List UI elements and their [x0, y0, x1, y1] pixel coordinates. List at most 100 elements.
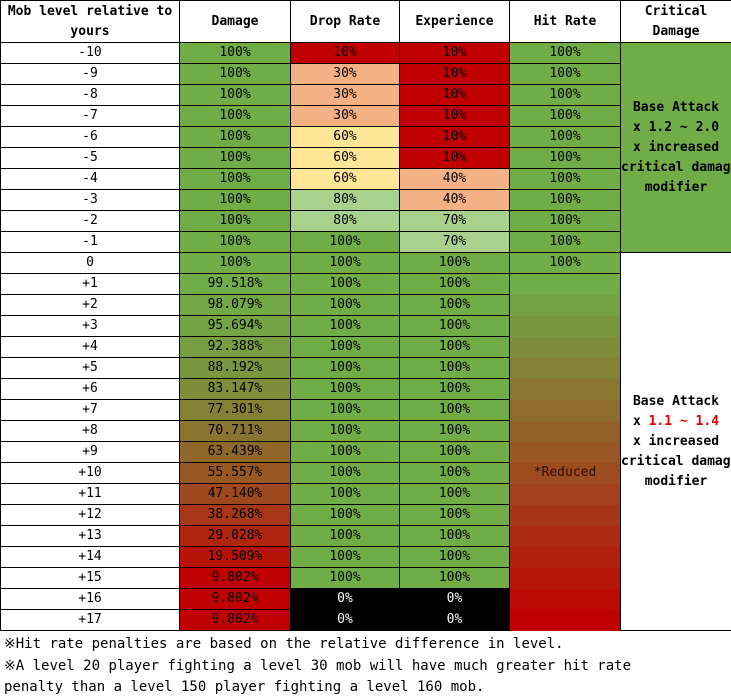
table-row: -5 100% 60% 10% 100% — [0, 147, 731, 169]
level-cell: +13 — [0, 525, 180, 547]
table-row: -10 100% 10% 10% 100% Base Attack x 1.2 ~ 2.0 x… — [0, 42, 731, 253]
hit-rate-cell: 100% — [509, 189, 621, 211]
level-cell: +3 — [0, 315, 180, 337]
hit-rate-cell — [509, 609, 621, 631]
damage-cell: 100% — [179, 252, 291, 274]
hit-rate-cell: 100% — [509, 84, 621, 106]
level-cell: +2 — [0, 294, 180, 316]
drop-rate-cell: 100% — [290, 483, 400, 505]
damage-cell: 47.140% — [179, 483, 291, 505]
drop-rate-cell: 100% — [290, 231, 400, 253]
level-cell: -2 — [0, 210, 180, 232]
table-row: +8 70.711% 100% 100% — [0, 420, 731, 442]
experience-cell: 0% — [399, 609, 510, 631]
level-cell: -3 — [0, 189, 180, 211]
hit-rate-cell: 100% — [509, 126, 621, 148]
table-row: +14 19.509% 100% 100% — [0, 546, 731, 568]
drop-rate-cell: 100% — [290, 462, 400, 484]
experience-cell: 100% — [399, 420, 510, 442]
damage-cell: 63.439% — [179, 441, 291, 463]
damage-cell: 9.802% — [179, 588, 291, 610]
damage-cell: 55.557% — [179, 462, 291, 484]
level-cell: -7 — [0, 105, 180, 127]
damage-cell: 100% — [179, 231, 291, 253]
experience-cell: 100% — [399, 483, 510, 505]
damage-cell: 100% — [179, 105, 291, 127]
table-row: 0 100% 100% 100% 100% Base Attack x 1.1 ~ 1.4 x… — [0, 252, 731, 631]
drop-rate-cell: 100% — [290, 252, 400, 274]
header-damage: Damage — [179, 0, 291, 43]
level-cell: +15 — [0, 567, 180, 589]
experience-cell: 100% — [399, 315, 510, 337]
header-level: Mob level relative to yours — [0, 0, 180, 43]
level-cell: +10 — [0, 462, 180, 484]
experience-cell: 10% — [399, 147, 510, 169]
drop-rate-cell: 100% — [290, 378, 400, 400]
damage-cell: 9.802% — [179, 567, 291, 589]
footnote-line: ※Hit rate penalties are based on the rel… — [4, 636, 564, 652]
hit-rate-cell — [509, 420, 621, 442]
table-row: +10 55.557% 100% 100% *Reduced — [0, 462, 731, 484]
experience-cell: 100% — [399, 378, 510, 400]
critical-damage-text: critical damage — [621, 159, 731, 175]
table-row: +17 9.802% 0% 0% — [0, 609, 731, 631]
experience-cell: 40% — [399, 168, 510, 190]
table-row: +13 29.028% 100% 100% — [0, 525, 731, 547]
experience-cell: 100% — [399, 441, 510, 463]
header-critical-damage: Critical Damage — [620, 0, 731, 43]
experience-cell: 10% — [399, 84, 510, 106]
experience-cell: 100% — [399, 546, 510, 568]
level-cell: +12 — [0, 504, 180, 526]
footnote-line: penalty than a level 150 player fighting… — [4, 679, 485, 695]
damage-cell: 95.694% — [179, 315, 291, 337]
drop-rate-cell: 30% — [290, 63, 400, 85]
drop-rate-cell: 100% — [290, 357, 400, 379]
drop-rate-cell: 100% — [290, 441, 400, 463]
drop-rate-cell: 30% — [290, 105, 400, 127]
level-cell: +6 — [0, 378, 180, 400]
hit-rate-cell — [509, 399, 621, 421]
hit-rate-cell — [509, 315, 621, 337]
drop-rate-cell: 60% — [290, 126, 400, 148]
hit-rate-cell — [509, 525, 621, 547]
experience-cell: 10% — [399, 105, 510, 127]
damage-cell: 100% — [179, 63, 291, 85]
experience-cell: 100% — [399, 294, 510, 316]
experience-cell: 100% — [399, 336, 510, 358]
hit-rate-cell: 100% — [509, 42, 621, 64]
critical-damage-text: x 1.1 ~ 1.4 — [621, 412, 731, 432]
damage-cell: 83.147% — [179, 378, 291, 400]
hit-rate-cell — [509, 336, 621, 358]
header-drop-rate: Drop Rate — [290, 0, 400, 43]
level-cell: +4 — [0, 336, 180, 358]
header-row: Mob level relative to yours Damage Drop … — [0, 0, 731, 43]
experience-cell: 40% — [399, 189, 510, 211]
hit-rate-cell: 100% — [509, 63, 621, 85]
damage-cell: 100% — [179, 126, 291, 148]
table-row: -6 100% 60% 10% 100% — [0, 126, 731, 148]
level-cell: +8 — [0, 420, 180, 442]
table-row: +15 9.802% 100% 100% — [0, 567, 731, 589]
level-cell: +16 — [0, 588, 180, 610]
drop-rate-cell: 10% — [290, 42, 400, 64]
critical-damage-text: Base Attack — [632, 99, 720, 115]
drop-rate-cell: 100% — [290, 294, 400, 316]
experience-cell: 100% — [399, 462, 510, 484]
hit-rate-cell — [509, 546, 621, 568]
experience-cell: 10% — [399, 63, 510, 85]
drop-rate-cell: 100% — [290, 525, 400, 547]
drop-rate-cell: 100% — [290, 273, 400, 295]
critical-damage-text: modifier — [644, 179, 708, 195]
drop-rate-cell: 80% — [290, 210, 400, 232]
table-row: +16 9.802% 0% 0% — [0, 588, 731, 610]
experience-cell: 100% — [399, 357, 510, 379]
experience-cell: 100% — [399, 504, 510, 526]
multiplier-prefix: x — [632, 413, 649, 429]
hit-rate-cell — [509, 357, 621, 379]
experience-cell: 100% — [399, 273, 510, 295]
level-penalty-table: Mob level relative to yours Damage Drop … — [0, 0, 731, 631]
damage-cell: 19.509% — [179, 546, 291, 568]
drop-rate-cell: 60% — [290, 147, 400, 169]
hit-rate-cell: 100% — [509, 168, 621, 190]
level-cell: +14 — [0, 546, 180, 568]
